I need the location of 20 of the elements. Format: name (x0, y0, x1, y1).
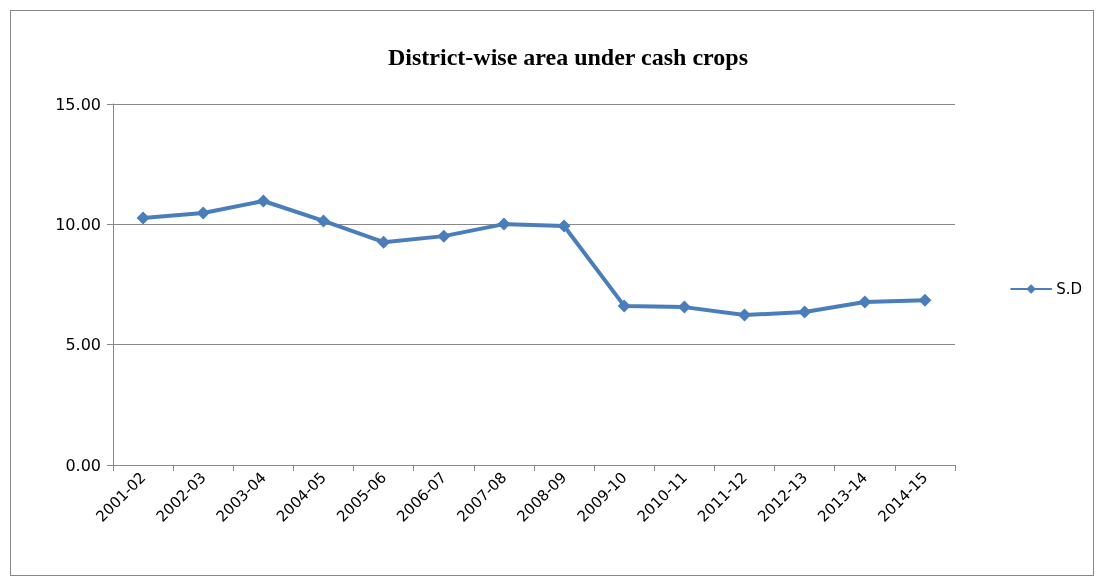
point (377, 235, 391, 249)
point (798, 305, 812, 319)
point (677, 300, 691, 314)
point (437, 229, 451, 243)
point (918, 293, 932, 307)
point (557, 219, 571, 233)
point (256, 194, 270, 208)
y-tick-label: 0.00 (65, 455, 101, 475)
point (136, 211, 150, 225)
point (617, 299, 631, 313)
y-tick-label: 10.00 (55, 214, 101, 234)
point (858, 295, 872, 309)
point (317, 214, 330, 228)
y-tick-label: 5.00 (65, 335, 101, 355)
chart-title: District-wise area under cash crops (388, 44, 748, 70)
legend-label: S.D (1056, 280, 1082, 298)
point (497, 217, 511, 231)
point (738, 308, 751, 322)
point (196, 206, 210, 220)
y-tick-label: 15.00 (55, 94, 101, 114)
